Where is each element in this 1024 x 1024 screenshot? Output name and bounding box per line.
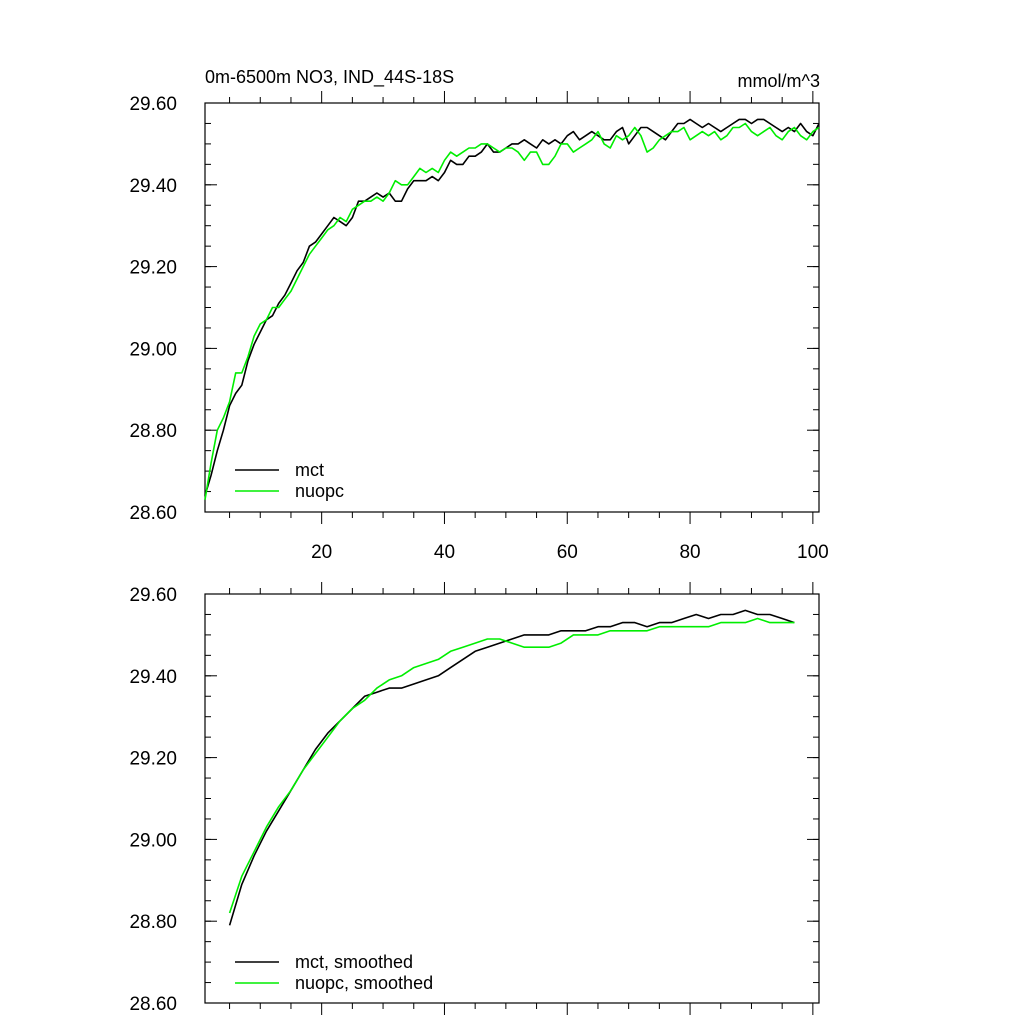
bottom-chart: 28.60 28.80 29.00 29.20 29.40 29.60 mct, smoo… xyxy=(129,582,820,1015)
series-line-mct-smoothed xyxy=(228,609,795,926)
x-tick-label: 80 xyxy=(679,542,700,563)
series-line-nuopc xyxy=(204,122,820,500)
series-group xyxy=(204,118,820,500)
axis-ticks: 28.60 28.80 29.00 29.20 29.40 29.60 xyxy=(129,582,819,1015)
plot-frame xyxy=(204,593,820,1004)
y-tick-label: 29.20 xyxy=(129,749,177,770)
y-tick-label: 29.20 xyxy=(129,258,177,279)
axis-ticks: 28.60 28.80 29.00 29.20 29.40 29.60 20 40 60 80 10… xyxy=(129,91,829,563)
x-tick-label: 100 xyxy=(797,542,829,563)
y-tick-label: 29.00 xyxy=(129,339,177,360)
series-group xyxy=(228,609,795,926)
y-tick-label: 29.00 xyxy=(129,830,177,851)
legend-label: nuopc xyxy=(295,481,344,501)
y-tick-label: 28.80 xyxy=(129,421,177,442)
y-tick-label: 29.60 xyxy=(129,585,177,606)
series-line-nuopc-smoothed xyxy=(228,617,795,914)
y-tick-label: 29.60 xyxy=(129,94,177,115)
chart-title: 0m-6500m NO3, IND_44S-18S xyxy=(205,67,454,88)
series-line-mct xyxy=(204,118,820,496)
top-chart: 0m-6500m NO3, IND_44S-18S mmol/m^3 28.60… xyxy=(129,67,828,563)
x-tick-label: 40 xyxy=(434,542,455,563)
legend-label: nuopc, smoothed xyxy=(295,973,433,993)
legend-label: mct, smoothed xyxy=(295,952,413,972)
y-tick-label: 29.40 xyxy=(129,176,177,197)
x-tick-label: 20 xyxy=(311,542,332,563)
plot-frame xyxy=(204,102,820,513)
x-tick-label: 60 xyxy=(557,542,578,563)
y-tick-label: 29.40 xyxy=(129,667,177,688)
y-tick-label: 28.60 xyxy=(129,994,177,1015)
y-tick-label: 28.80 xyxy=(129,912,177,933)
legend-label: mct xyxy=(295,460,324,480)
y-tick-label: 28.60 xyxy=(129,503,177,524)
units-label: mmol/m^3 xyxy=(738,71,820,91)
